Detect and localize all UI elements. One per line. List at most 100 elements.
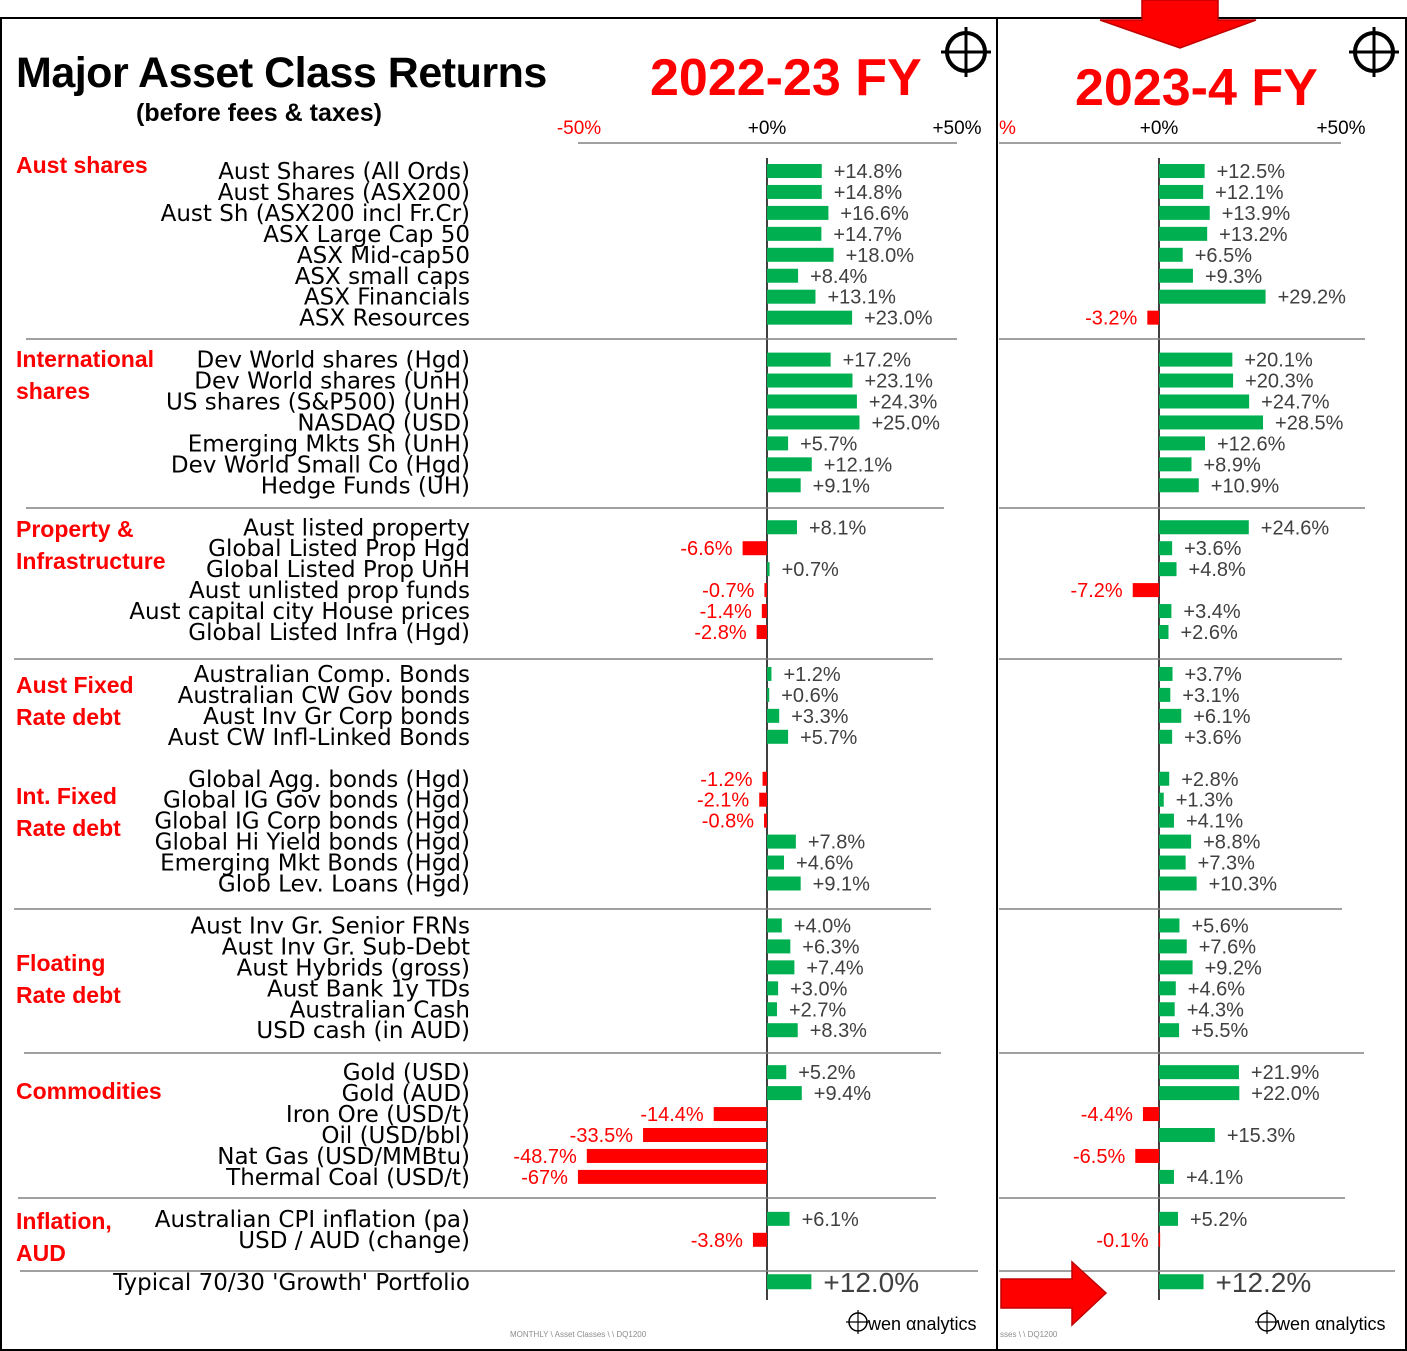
data-label: +25.0% — [872, 412, 941, 434]
tick-label: +0% — [1140, 118, 1179, 139]
bar — [1159, 247, 1183, 262]
bar — [767, 708, 780, 723]
data-label: -2.1% — [697, 790, 749, 812]
data-label: -33.5% — [570, 1125, 634, 1147]
bar — [1159, 792, 1164, 807]
category-label: Global Listed Prop UnH — [206, 557, 470, 583]
category-label: Australian Comp. Bonds — [194, 662, 470, 688]
data-label: +4.1% — [1186, 1167, 1243, 1189]
chart-title: Major Asset Class Returns — [16, 49, 547, 97]
category-label: ASX Financials — [304, 285, 470, 311]
data-label: +4.8% — [1189, 559, 1246, 581]
data-label: +5.2% — [1190, 1209, 1247, 1231]
bar — [1159, 876, 1197, 891]
data-label: +3.0% — [790, 978, 847, 1000]
data-label: +1.2% — [783, 664, 840, 686]
bar — [767, 226, 822, 241]
group-label: Rate debt — [16, 704, 121, 730]
data-label: -14.4% — [640, 1104, 704, 1126]
category-label: Dev World shares (Hgd) — [197, 348, 471, 374]
bar — [767, 205, 829, 220]
category-label: Aust Inv Gr. Senior FRNs — [190, 913, 470, 939]
data-label: +24.3% — [869, 392, 938, 414]
bar — [1159, 1274, 1204, 1290]
category-label: Global Hi Yield bonds (Hgd) — [155, 830, 470, 856]
category-label: Global IG Gov bonds (Hgd) — [163, 788, 470, 814]
data-label: +4.6% — [796, 853, 853, 875]
category-label: Aust CW Infl-Linked Bonds — [168, 725, 470, 751]
bar — [756, 625, 767, 639]
tick-label: +0% — [748, 118, 787, 139]
data-label: +4.1% — [1186, 811, 1243, 833]
group-label: Aust Fixed — [16, 672, 134, 698]
bar — [1159, 184, 1204, 199]
bar — [764, 813, 767, 828]
panel-title-2023-24: 2023-4 FY — [1075, 59, 1318, 117]
data-label: +5.7% — [800, 433, 857, 455]
tick-label: -50% — [557, 118, 601, 139]
bar — [767, 373, 853, 388]
data-label: +3.1% — [1182, 685, 1239, 707]
data-label: +12.2% — [1216, 1267, 1312, 1298]
data-label: +8.1% — [809, 517, 866, 539]
tick-label: % — [999, 118, 1016, 139]
bar — [1159, 625, 1169, 639]
brand-left: wen αnalytics — [868, 1314, 977, 1334]
brand-right: wen αnalytics — [1277, 1314, 1386, 1334]
data-label: +8.8% — [1203, 832, 1260, 854]
bar — [767, 289, 816, 304]
category-label: Dev World shares (UnH) — [194, 369, 470, 395]
data-label: +8.9% — [1203, 454, 1260, 476]
group-label: Inflation, — [16, 1208, 112, 1234]
bar — [1159, 562, 1177, 577]
bar — [1159, 164, 1205, 178]
data-label: +16.6% — [840, 203, 909, 225]
data-label: +6.1% — [1193, 706, 1250, 728]
bar — [1159, 918, 1180, 933]
data-label: +0.7% — [782, 559, 839, 581]
data-label: +3.6% — [1184, 538, 1241, 560]
data-label: +9.1% — [813, 874, 870, 896]
bar — [761, 604, 767, 619]
bar — [767, 1023, 798, 1038]
bar — [767, 268, 799, 283]
bar — [1159, 1002, 1175, 1017]
data-label: +5.6% — [1191, 915, 1248, 937]
bar — [1159, 834, 1192, 849]
data-label: +13.2% — [1219, 224, 1288, 246]
bar — [1132, 583, 1159, 598]
group-label: Commodities — [16, 1078, 162, 1104]
data-label: +3.3% — [791, 706, 848, 728]
bar — [1159, 226, 1208, 241]
data-label: +24.7% — [1261, 392, 1330, 414]
group-label: Aust shares — [16, 152, 148, 178]
data-label: +12.6% — [1217, 433, 1286, 455]
category-label: ASX Mid-cap50 — [297, 243, 470, 269]
category-label: Oil (USD/bbl) — [321, 1123, 470, 1149]
data-label: -1.4% — [700, 601, 752, 623]
data-label: +15.3% — [1227, 1125, 1296, 1147]
bar — [767, 1274, 812, 1290]
data-label: +12.0% — [823, 1267, 919, 1298]
group-label: Floating — [16, 950, 105, 976]
bar — [1159, 687, 1171, 702]
bar — [1159, 1086, 1240, 1101]
data-label: -67% — [521, 1167, 568, 1189]
bar — [1159, 268, 1193, 283]
category-label: Emerging Mkts Sh (UnH) — [188, 431, 470, 457]
group-label: Property & — [16, 516, 134, 542]
data-label: +2.6% — [1180, 622, 1237, 644]
data-label: +9.3% — [1205, 266, 1262, 288]
bar — [767, 939, 791, 954]
bar — [767, 834, 796, 849]
group-label: shares — [16, 378, 90, 404]
bar — [767, 876, 801, 891]
data-label: +5.7% — [800, 727, 857, 749]
data-label: +23.0% — [864, 308, 933, 330]
data-label: +12.1% — [1215, 182, 1284, 204]
bar — [767, 184, 822, 199]
category-label: Aust Hybrids (gross) — [237, 955, 470, 981]
data-label: -1.2% — [700, 769, 752, 791]
bar — [1159, 960, 1193, 975]
